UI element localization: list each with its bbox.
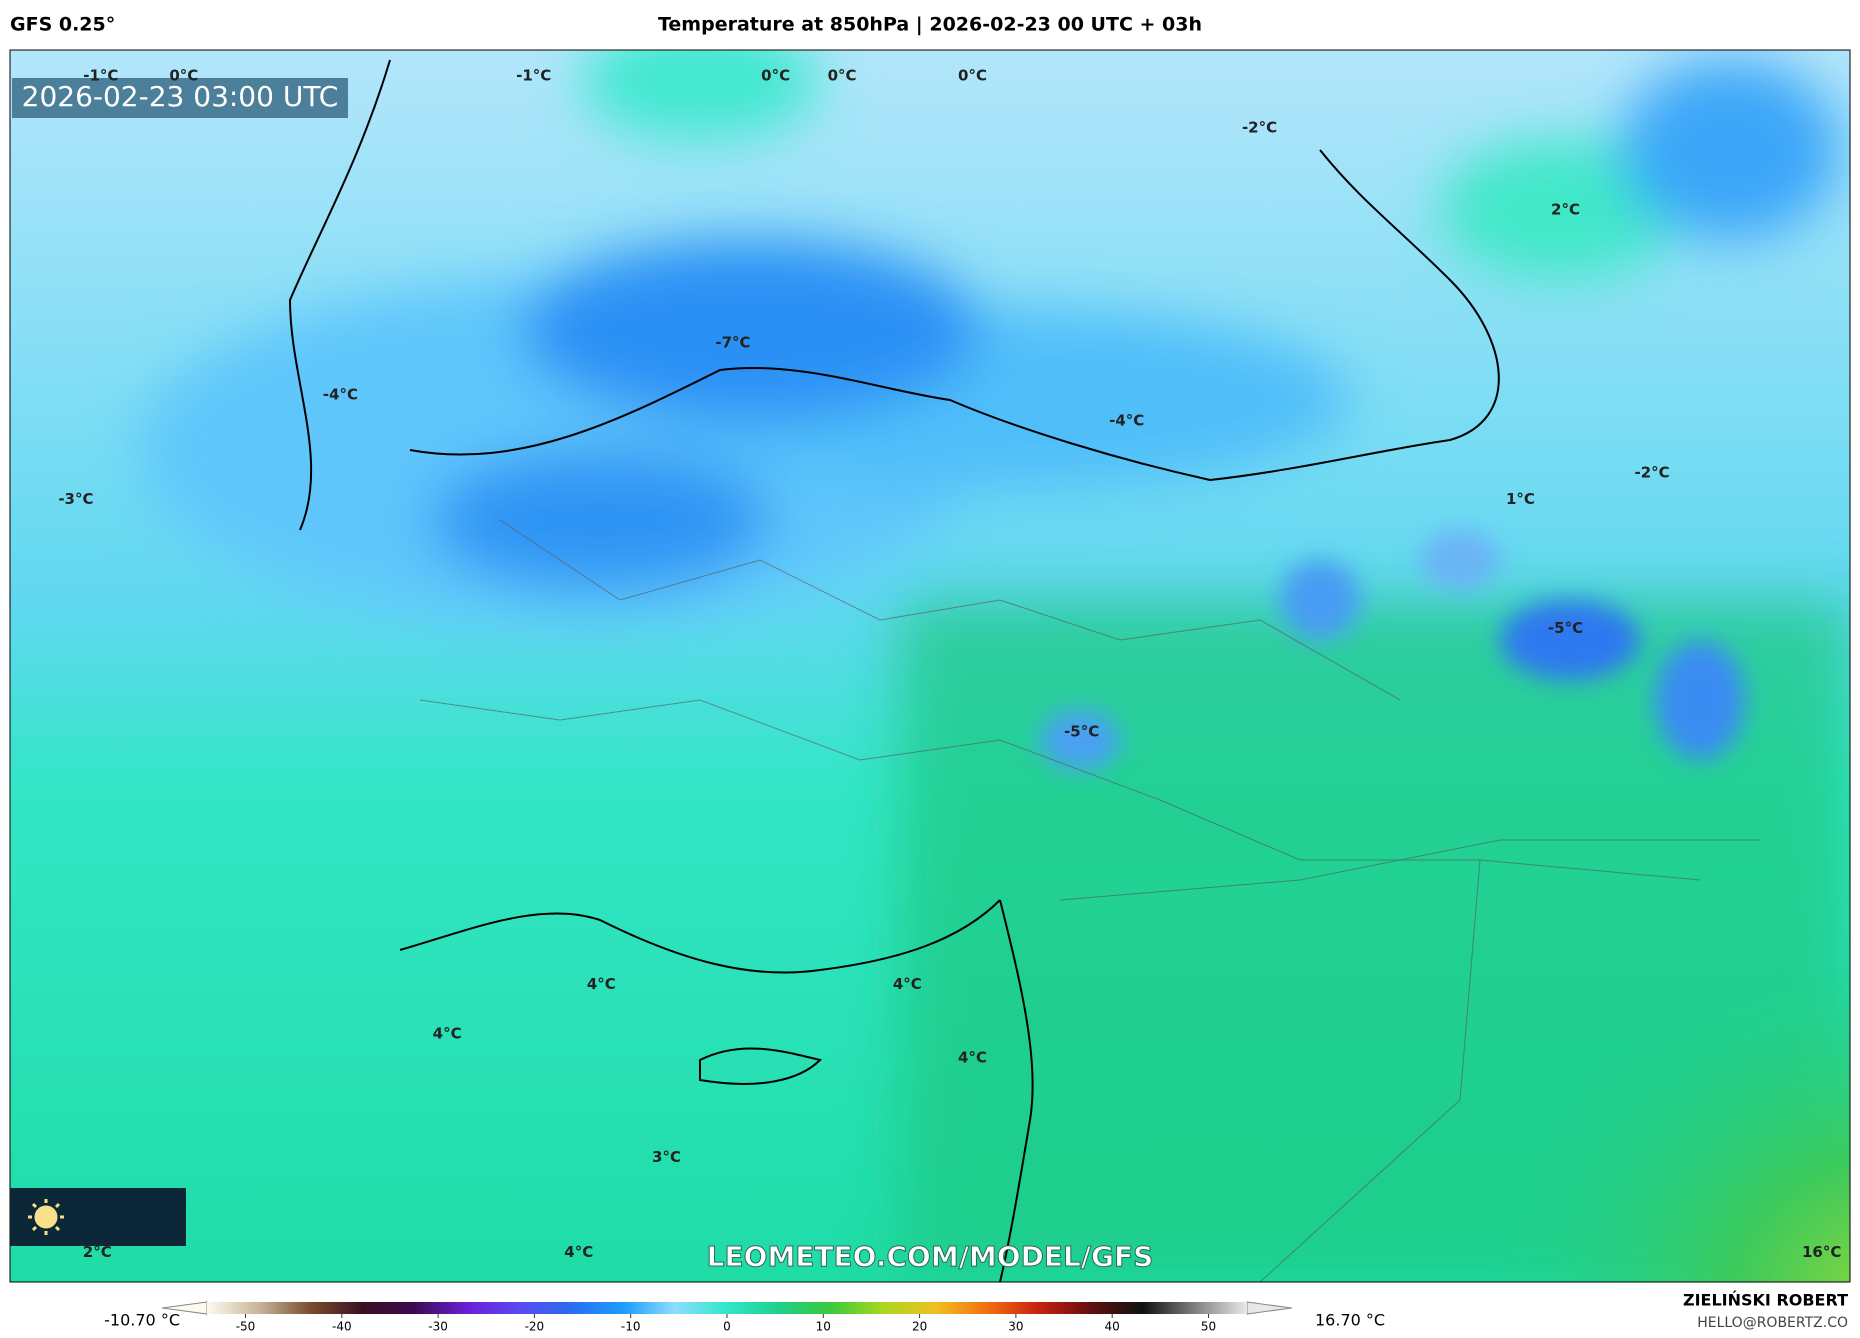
temperature-label: -1°C (83, 66, 118, 84)
temperature-label: -1°C (516, 66, 551, 84)
temperature-label: 2°C (1551, 200, 1580, 218)
colorbar-bar (207, 1302, 1247, 1314)
map-title: Temperature at 850hPa | 2026-02-23 00 UT… (658, 14, 1202, 36)
colorbar-tick-label: 10 (816, 1320, 831, 1334)
cold-spots (1040, 530, 1745, 770)
colorbar-tick-label: -20 (525, 1320, 545, 1334)
temperature-label: -5°C (1064, 722, 1099, 740)
map-labels: -1°C 0°C -1°C 0°C 0°C 0°C -2°C 2°C -7°C -4°C -4°C -… (58, 66, 1841, 1261)
temperature-label: 4°C (893, 975, 922, 993)
model-name: GFS 0.25° (10, 14, 115, 36)
author-email: HELLO@ROBERTZ.CO (1697, 1315, 1848, 1331)
colorbar-end-high (1246, 1301, 1293, 1315)
colorbar-tick-label: 0 (723, 1320, 731, 1334)
temperature-label: 0°C (958, 66, 987, 84)
map-field (10, 50, 1850, 1282)
timestamp: 2026-02-23 03:00 UTC (22, 80, 339, 113)
temperature-label: -4°C (323, 385, 358, 403)
timestamp-box (12, 78, 348, 118)
colorbar-tick-label: 40 (1105, 1320, 1120, 1334)
temperature-label: 1°C (1506, 490, 1535, 508)
colorbar-tick-label: -50 (236, 1320, 256, 1334)
map-frame (9, 49, 1851, 1283)
temperature-label: -7°C (715, 333, 750, 351)
author-name: ZIELIŃSKI ROBERT (1683, 1291, 1848, 1310)
temperature-label: 16°C (1802, 1243, 1841, 1261)
temperature-label: 0°C (828, 66, 857, 84)
colorbar-min: -10.70 °C (104, 1311, 180, 1330)
colorbar-max: 16.70 °C (1315, 1311, 1385, 1330)
temperature-label: 0°C (761, 66, 790, 84)
colorbar-tick-label: 50 (1201, 1320, 1216, 1334)
temperature-label: 3°C (652, 1148, 681, 1166)
colorbar: -50 -40 -30 -20 -10 0 10 20 30 40 50 (161, 1301, 1293, 1334)
temperature-label: 4°C (958, 1048, 987, 1066)
borders (419, 519, 1760, 1282)
temperature-label: 0°C (169, 66, 198, 84)
temperature-label: -2°C (1242, 119, 1277, 137)
temperature-label: 4°C (564, 1243, 593, 1261)
colorbar-tick-label: -30 (428, 1320, 448, 1334)
temperature-label: 4°C (433, 1025, 462, 1043)
temperature-label: -5°C (1548, 619, 1583, 637)
temperature-label: 2°C (83, 1243, 112, 1261)
colorbar-tick-label: 30 (1008, 1320, 1023, 1334)
temperature-label: 4°C (587, 975, 616, 993)
colorbar-tick-label: 20 (912, 1320, 927, 1334)
colorbar-tick-label: -10 (621, 1320, 641, 1334)
coastlines (288, 59, 1500, 1282)
field-hot (1200, 700, 1850, 1282)
temperature-label: -2°C (1635, 464, 1670, 482)
cold-region (140, 50, 1840, 620)
temperature-label: -3°C (58, 490, 93, 508)
watermark: LEOMETEO.COM/MODEL/GFS (707, 1240, 1154, 1273)
temperature-label: -4°C (1109, 412, 1144, 430)
colorbar-tick-label: -40 (332, 1320, 352, 1334)
logo-sun (28, 1199, 64, 1235)
